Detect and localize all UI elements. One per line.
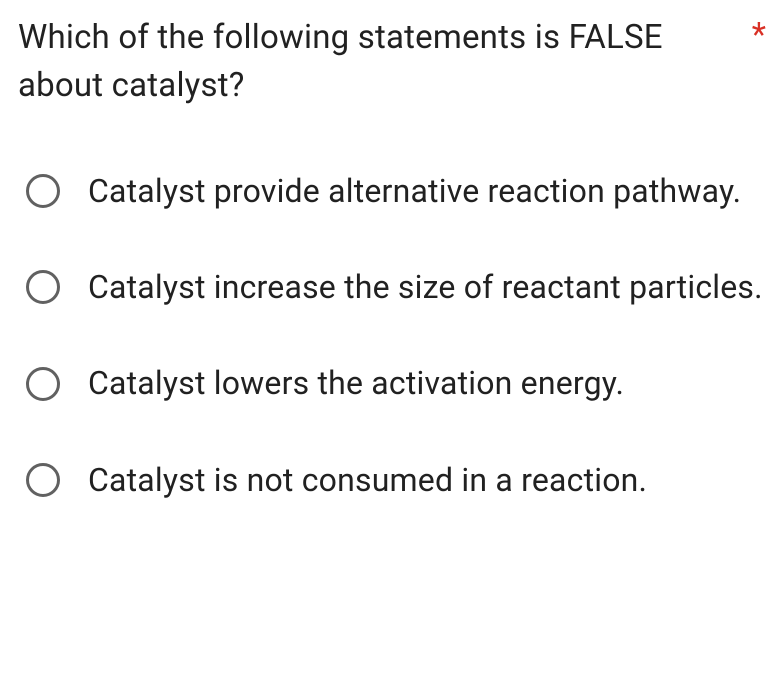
option-2-label: Catalyst increase the size of reactant p… — [88, 264, 763, 310]
options-list: Catalyst provide alternative reaction pa… — [18, 168, 766, 504]
radio-icon[interactable] — [26, 174, 60, 208]
radio-icon[interactable] — [26, 270, 60, 304]
option-4[interactable]: Catalyst is not consumed in a reaction. — [26, 457, 766, 503]
option-3-label: Catalyst lowers the activation energy. — [88, 360, 624, 406]
option-4-label: Catalyst is not consumed in a reaction. — [88, 457, 647, 503]
required-asterisk: * — [752, 16, 766, 56]
question-container: Which of the following statements is FAL… — [0, 0, 784, 503]
option-2[interactable]: Catalyst increase the size of reactant p… — [26, 264, 766, 310]
radio-icon[interactable] — [26, 367, 60, 401]
question-header: Which of the following statements is FAL… — [18, 14, 766, 110]
question-text: Which of the following statements is FAL… — [18, 14, 730, 110]
radio-icon[interactable] — [26, 463, 60, 497]
option-1-label: Catalyst provide alternative reaction pa… — [88, 168, 741, 214]
option-1[interactable]: Catalyst provide alternative reaction pa… — [26, 168, 766, 214]
option-3[interactable]: Catalyst lowers the activation energy. — [26, 360, 766, 406]
